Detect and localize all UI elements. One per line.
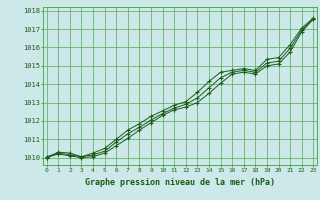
X-axis label: Graphe pression niveau de la mer (hPa): Graphe pression niveau de la mer (hPa)	[85, 178, 275, 187]
